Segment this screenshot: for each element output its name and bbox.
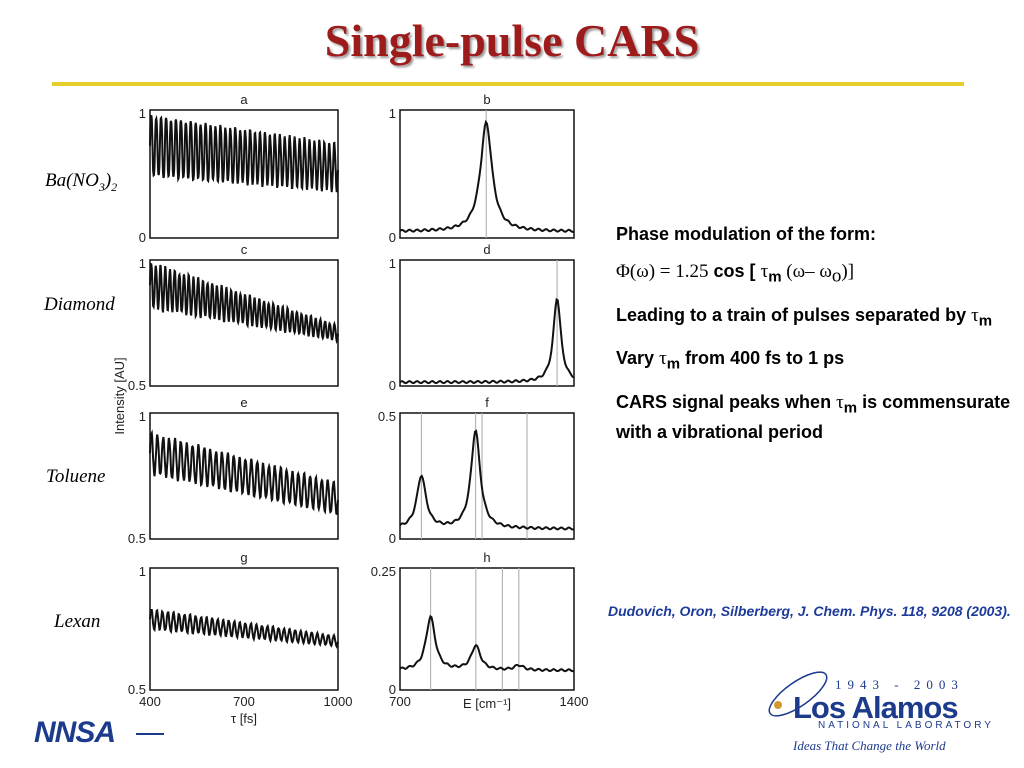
panel-c-ytick-bottom: 0.5 [128,378,146,393]
sample-label-toluene: Toluene [46,466,106,487]
yaxis-label: Intensity [AU] [112,357,127,434]
citation: Dudovich, Oron, Silberberg, J. Chem. Phy… [608,603,1011,619]
lanl-name: Los Alamos [793,690,959,725]
panel-c-ytick-top: 1 [139,256,146,271]
panel-d-ytick-top: 1 [389,256,396,271]
right-xtick-label: 1400 [560,694,589,709]
panel-d-label: d [483,242,490,257]
right-xaxis-label: E [cm⁻¹] [463,696,511,711]
panel-g-ytick-top: 1 [139,564,146,579]
panel-c-label: c [241,242,248,257]
panel-g-trace [149,608,339,649]
right-xtick-label: 700 [389,694,411,709]
panel-c-frame [149,259,339,387]
lanl-tagline: Ideas That Change the World [793,738,946,753]
panel-f-label: f [485,395,489,410]
panel-e-label: e [240,395,247,410]
panel-e-ytick-bottom: 0.5 [128,531,146,546]
panel-h-trace [399,614,575,673]
panel-c-trace [149,262,339,345]
title-rule [52,82,964,86]
note-vary: Vary τm from 400 fs to 1 ps [616,348,845,373]
sample-label-diamond: Diamond [44,294,115,315]
lanl-orbit-icon [768,671,828,717]
notes-panel: Phase modulation of the form: Φ(ω) = 1.2… [616,222,1011,457]
left-xtick-label: 400 [139,694,161,709]
panel-a-trace [149,114,339,193]
lanl-subtitle: NATIONAL LABORATORY [818,720,994,731]
left-xaxis-label: τ [fs] [231,711,257,726]
note-phase-modulation: Phase modulation of the form: [616,224,877,244]
panel-g-frame [149,567,339,691]
panel-f-trace [399,429,575,531]
panel-g-label: g [240,550,247,565]
panel-g-ytick-bottom: 0.5 [128,682,146,697]
panel-b-label: b [483,92,490,107]
left-xtick-label: 700 [233,694,255,709]
panel-d-frame [399,259,575,387]
sample-label-lexan: Lexan [54,611,101,632]
panel-f-ytick-top: 0.5 [378,409,396,424]
panel-f-ytick-bottom: 0 [389,531,396,546]
note-pulse-train: Leading to a train of pulses separated b… [616,304,993,330]
note-formula: Φ(ω) = 1.25 cos [ τm (ω– ωo)] [616,261,855,287]
panel-b-trace [399,119,575,233]
panel-a-ytick-bottom: 0 [139,230,146,245]
nnsa-logo-rule [136,733,164,735]
panel-h-ytick-top: 0.25 [371,564,396,579]
left-xtick-label: 1000 [324,694,353,709]
lanl-years: 1943 - 2003 [835,677,964,692]
panel-e-frame [149,412,339,540]
slide-title: Single-pulse CARS [324,15,700,66]
sample-label-barium-nitrate: Ba(NO3)2 [45,170,118,194]
panel-d-ytick-bottom: 0 [389,378,396,393]
panel-a-label: a [240,92,248,107]
panel-h-frame [399,567,575,691]
note-peaks: CARS signal peaks when τm is commensurat… [616,391,1011,443]
panel-e-ytick-top: 1 [139,409,146,424]
panel-h-ytick-bottom: 0 [389,682,396,697]
panel-e-trace [149,429,339,515]
panel-h-label: h [483,550,490,565]
panel-d-trace [399,297,575,385]
panel-b-frame [399,109,575,239]
panel-b-ytick-bottom: 0 [389,230,396,245]
nnsa-logo: NNSA [34,716,116,749]
panel-a-ytick-top: 1 [139,106,146,121]
panel-f-frame [399,412,575,540]
panel-b-ytick-top: 1 [389,106,396,121]
